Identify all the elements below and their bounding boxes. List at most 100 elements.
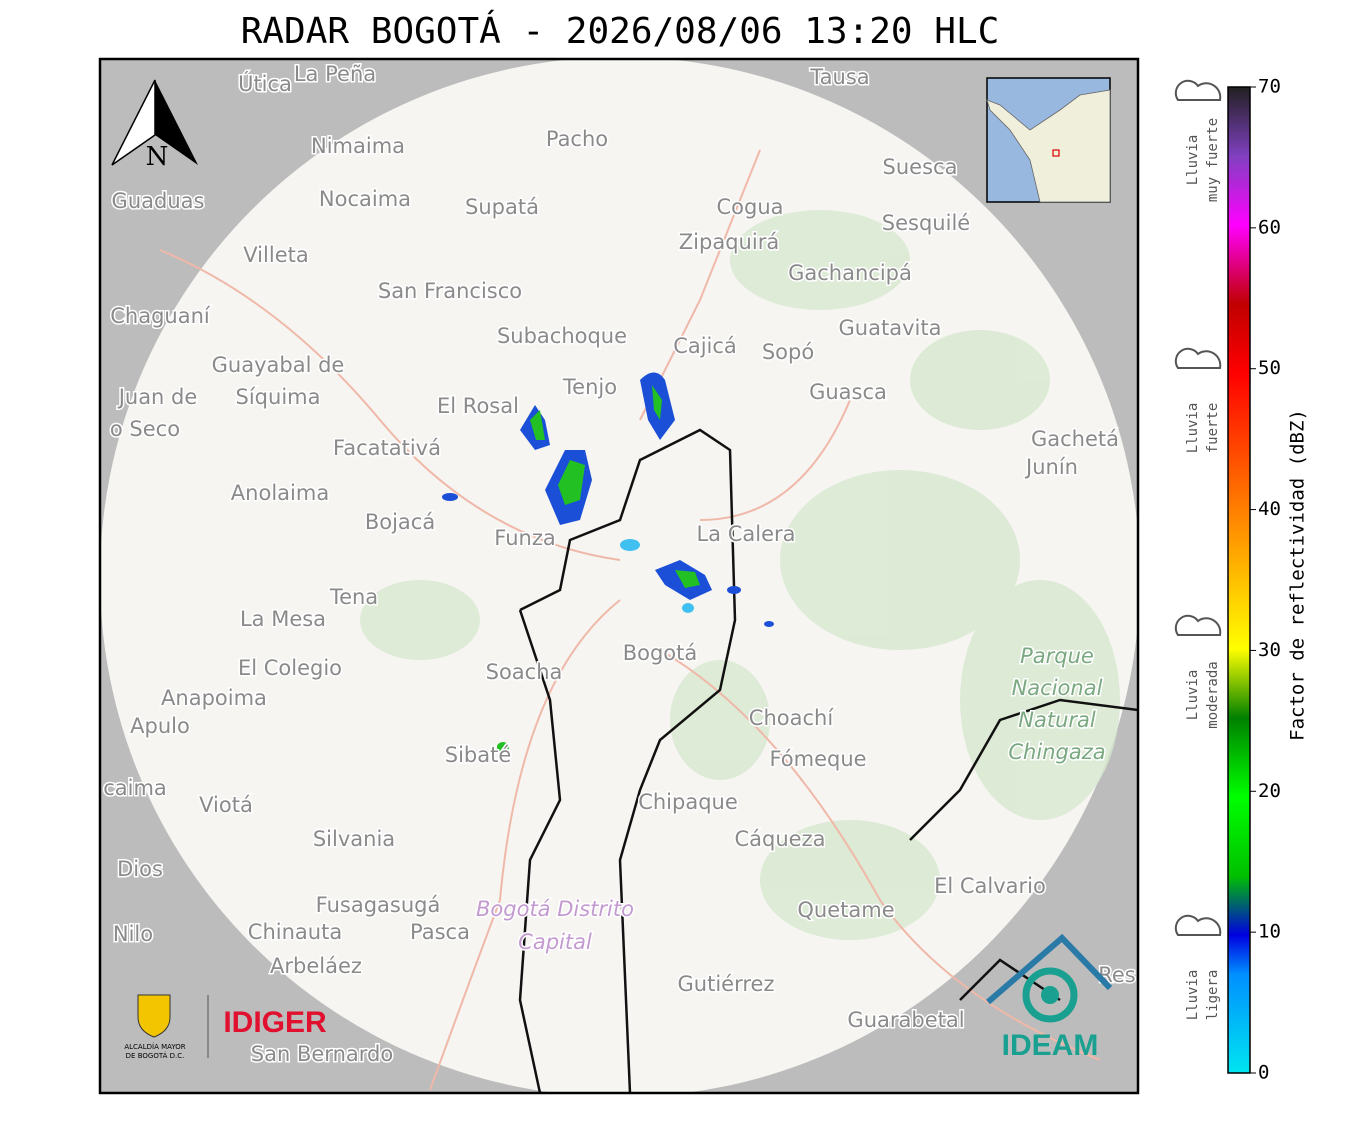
weather-icon: [1174, 614, 1222, 636]
park-label: Chingaza: [1008, 740, 1105, 764]
map-frame: [98, 57, 1140, 1095]
place-label: Subachoque: [497, 324, 627, 348]
rain-category-label: fuerte: [1205, 403, 1221, 454]
colorbar-tick-label: 60: [1258, 216, 1281, 238]
colorbar-tick-label: 0: [1258, 1062, 1269, 1084]
place-label: Anolaima: [231, 481, 329, 505]
place-label: Tena: [329, 585, 378, 609]
place-label: Soacha: [486, 660, 563, 684]
alcaldia-logo: ALCALDÍA MAYOR DE BOGOTÁ D.C.: [124, 994, 209, 1060]
radar-echoes: [442, 372, 774, 752]
weather-icon: [1174, 914, 1222, 936]
place-label: Arbeláez: [270, 954, 362, 978]
north-arrow: N: [111, 79, 198, 172]
place-label: La Mesa: [240, 607, 326, 631]
place-label: Nilo: [113, 922, 153, 946]
place-label: Junín: [1024, 455, 1078, 479]
place-label: Villeta: [243, 243, 308, 267]
place-label: Cajicá: [673, 334, 737, 358]
place-label: El Rosal: [437, 394, 519, 418]
colorbar-tick-label: 20: [1258, 780, 1281, 802]
rain-category-label: Lluvia: [1185, 135, 1201, 186]
boundaries: [518, 428, 1138, 1093]
colorbar-tick-label: 50: [1258, 357, 1281, 379]
place-label: Gachancipá: [788, 261, 912, 285]
place-label: Pacho: [546, 127, 608, 151]
place-label: Bogotá: [623, 641, 698, 665]
rain-category-label: Lluvia: [1185, 670, 1201, 721]
place-label: Chaguaní: [110, 304, 211, 328]
place-label: Nocaima: [319, 187, 411, 211]
place-label: Cáqueza: [735, 827, 826, 851]
rain-category-label: ligera: [1205, 970, 1221, 1021]
place-label: Bojacá: [365, 510, 435, 534]
place-label: Guasca: [809, 380, 887, 404]
place-label: Chinauta: [248, 920, 342, 944]
rain-category-label: Lluvia: [1185, 403, 1201, 454]
rain-category-label: moderada: [1205, 661, 1221, 728]
place-label: Fusagasugá: [316, 893, 441, 917]
place-label: San Francisco: [378, 279, 522, 303]
park-label: Parque: [1020, 644, 1094, 668]
north-label: N: [146, 142, 169, 172]
colorbar: [1227, 86, 1251, 1074]
place-label: Dios: [117, 857, 163, 881]
place-label: Supatá: [465, 195, 539, 219]
alcaldia-text: ALCALDÍA MAYOR: [124, 1042, 185, 1051]
district-label: Capital: [518, 930, 592, 954]
colorbar-tick-label: 30: [1258, 639, 1281, 661]
place-label: Sopó: [762, 340, 814, 364]
place-label: La Peña: [294, 62, 376, 86]
place-label: Pasca: [410, 920, 470, 944]
place-label: El Calvario: [934, 874, 1046, 898]
ideam-logo: IDEAM: [986, 933, 1113, 1062]
place-label: Anapoima: [161, 686, 267, 710]
rain-category-label: Lluvia: [1185, 970, 1201, 1021]
district-label: Bogotá Distrito: [476, 897, 634, 921]
place-label: Funza: [494, 526, 555, 550]
place-label: Quetame: [797, 898, 894, 922]
rain-category-label: muy fuerte: [1205, 118, 1221, 202]
place-label: Juan de: [117, 385, 198, 409]
ideam-text: IDEAM: [1002, 1029, 1099, 1062]
place-label: El Colegio: [238, 656, 342, 680]
place-label: Choachí: [749, 706, 835, 730]
place-label: Sibaté: [445, 743, 512, 767]
alcaldia-text: DE BOGOTÁ D.C.: [126, 1051, 185, 1060]
inset-map: [986, 77, 1111, 203]
place-label: Zipaquirá: [679, 230, 779, 254]
colorbar-label: Factor de reflectividad (dBZ): [1287, 409, 1309, 741]
place-label: Viotá: [199, 793, 253, 817]
place-label: Cogua: [716, 195, 783, 219]
place-label: Chipaque: [638, 790, 738, 814]
place-label: La Calera: [696, 522, 795, 546]
colorbar-tick-label: 70: [1258, 76, 1281, 98]
place-label: Guaduas: [112, 189, 205, 213]
idiger-logo: IDIGER: [223, 1006, 327, 1039]
title: RADAR BOGOTÁ - 2026/08/06 13:20 HLC: [241, 10, 1000, 52]
place-label: Facatativá: [333, 436, 441, 460]
place-label: Gutiérrez: [678, 972, 775, 996]
place-label: Tausa: [809, 65, 869, 89]
place-label: Silvania: [313, 827, 395, 851]
vegetation: [360, 210, 1120, 940]
park-label: Nacional: [1012, 676, 1103, 700]
place-label: Síquima: [236, 385, 321, 409]
place-label: Fómeque: [769, 747, 866, 771]
place-label: caima: [103, 776, 167, 800]
place-label: Guarabetal: [847, 1008, 964, 1032]
park-label: Natural: [1018, 708, 1096, 732]
place-label: Guayabal de: [212, 353, 345, 377]
place-label: Gachetá: [1031, 427, 1119, 451]
place-label: Nimaima: [311, 134, 405, 158]
colorbar-tick-label: 10: [1258, 921, 1281, 943]
place-label: o Seco: [110, 417, 180, 441]
place-label: Guatavita: [839, 316, 942, 340]
weather-icon: [1174, 79, 1222, 101]
place-label: Tenjo: [562, 375, 617, 399]
place-label: Útica: [238, 71, 292, 96]
map-area: Útica La Peña Tausa Pacho Nimaima Guaduas Noca…: [100, 59, 1138, 1093]
weather-icon: [1174, 347, 1222, 369]
place-label: Apulo: [130, 714, 190, 738]
